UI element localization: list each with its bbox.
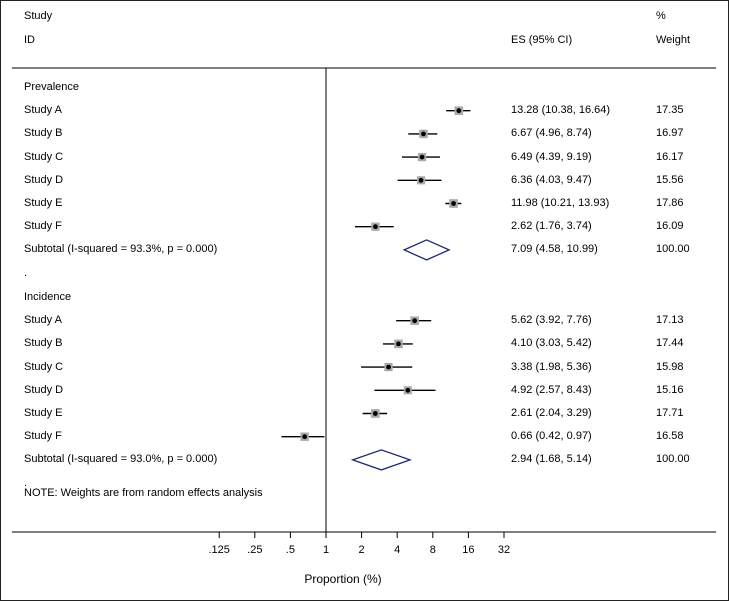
study-label: Study A [24, 104, 62, 117]
point-estimate [302, 434, 308, 440]
x-tick-label: 32 [498, 544, 510, 556]
group-separator: . [24, 266, 28, 279]
subtotal-weight-text: 100.00 [656, 453, 690, 466]
group-separator: . [24, 476, 28, 489]
study-label: Study D [24, 173, 64, 186]
study-label: Study C [24, 150, 64, 163]
study-weight-text: 17.13 [656, 314, 684, 327]
x-tick-label: 16 [462, 544, 474, 556]
x-tick-label: 2 [359, 544, 365, 556]
study-ci-text: 2.62 (1.76, 3.74) [511, 220, 592, 233]
study-ci-text: 13.28 (10.38, 16.64) [511, 104, 611, 117]
study-ci-text: 0.66 (0.42, 0.97) [511, 430, 592, 443]
study-ci-text: 6.36 (4.03, 9.47) [511, 173, 592, 186]
x-tick-label: 1 [323, 544, 329, 556]
study-label: Study E [24, 197, 63, 209]
study-weight-text: 15.98 [656, 360, 684, 373]
study-weight-text: 17.86 [656, 197, 684, 209]
study-ci-text: 3.38 (1.98, 5.36) [511, 360, 592, 373]
point-estimate [386, 364, 391, 370]
point-estimate [396, 341, 401, 347]
point-estimate [419, 154, 425, 160]
point-estimate [412, 318, 418, 324]
study-ci-text: 4.10 (3.03, 5.42) [511, 337, 592, 350]
study-label: Study E [24, 407, 63, 419]
point-estimate [372, 411, 378, 416]
study-label: Study C [24, 360, 64, 373]
study-label: Study B [24, 127, 63, 140]
point-estimate [456, 108, 462, 114]
subtotal-label: Subtotal (I-squared = 93.3%, p = 0.000) [24, 243, 218, 256]
study-weight-text: 17.71 [656, 407, 684, 419]
x-tick-label: .25 [247, 544, 262, 556]
point-estimate [418, 177, 424, 183]
study-weight-text: 15.16 [656, 383, 684, 396]
study-label: Study F [24, 430, 62, 443]
header-es: ES (95% CI) [511, 34, 573, 46]
study-ci-text: 4.92 (2.57, 8.43) [511, 383, 592, 396]
study-label: Study B [24, 337, 63, 350]
subtotal-diamond [350, 449, 413, 471]
point-estimate [421, 131, 426, 137]
study-label: Study D [24, 383, 64, 396]
header-id: ID [24, 34, 35, 46]
subtotal-label: Subtotal (I-squared = 93.0%, p = 0.000) [24, 453, 218, 466]
x-tick-label: .5 [286, 544, 295, 556]
subtotal-weight-text: 100.00 [656, 243, 690, 256]
point-estimate [405, 387, 411, 393]
x-tick-label: 4 [394, 544, 400, 556]
study-weight-text: 16.97 [656, 127, 684, 140]
x-axis-label: Proportion (%) [304, 572, 381, 586]
group-title: Incidence [24, 291, 72, 303]
x-tick-label: .125 [208, 544, 229, 556]
header-study: Study [24, 10, 53, 22]
header-weight: Weight [656, 34, 691, 46]
study-ci-text: 2.61 (2.04, 3.29) [511, 407, 592, 419]
study-weight-text: 15.56 [656, 173, 684, 186]
study-ci-text: 5.62 (3.92, 7.76) [511, 314, 592, 327]
study-weight-text: 16.09 [656, 220, 684, 233]
study-weight-text: 17.44 [656, 337, 684, 350]
subtotal-ci-text: 7.09 (4.58, 10.99) [511, 243, 598, 256]
point-estimate [451, 201, 456, 206]
group-title: Prevalence [24, 81, 80, 93]
subtotal-diamond [402, 239, 451, 261]
x-tick-label: 8 [430, 544, 436, 556]
study-label: Study A [24, 314, 62, 327]
study-ci-text: 11.98 (10.21, 13.93) [511, 197, 610, 209]
footnote: NOTE: Weights are from random effects an… [24, 487, 263, 499]
study-weight-text: 16.58 [656, 430, 684, 443]
subtotal-ci-text: 2.94 (1.68, 5.14) [511, 453, 592, 466]
study-weight-text: 17.35 [656, 104, 684, 117]
study-ci-text: 6.49 (4.39, 9.19) [511, 150, 592, 163]
study-weight-text: 16.17 [656, 150, 684, 163]
point-estimate [373, 224, 378, 230]
study-label: Study F [24, 220, 62, 233]
study-ci-text: 6.67 (4.96, 8.74) [511, 127, 592, 140]
header-percent: % [656, 10, 666, 22]
